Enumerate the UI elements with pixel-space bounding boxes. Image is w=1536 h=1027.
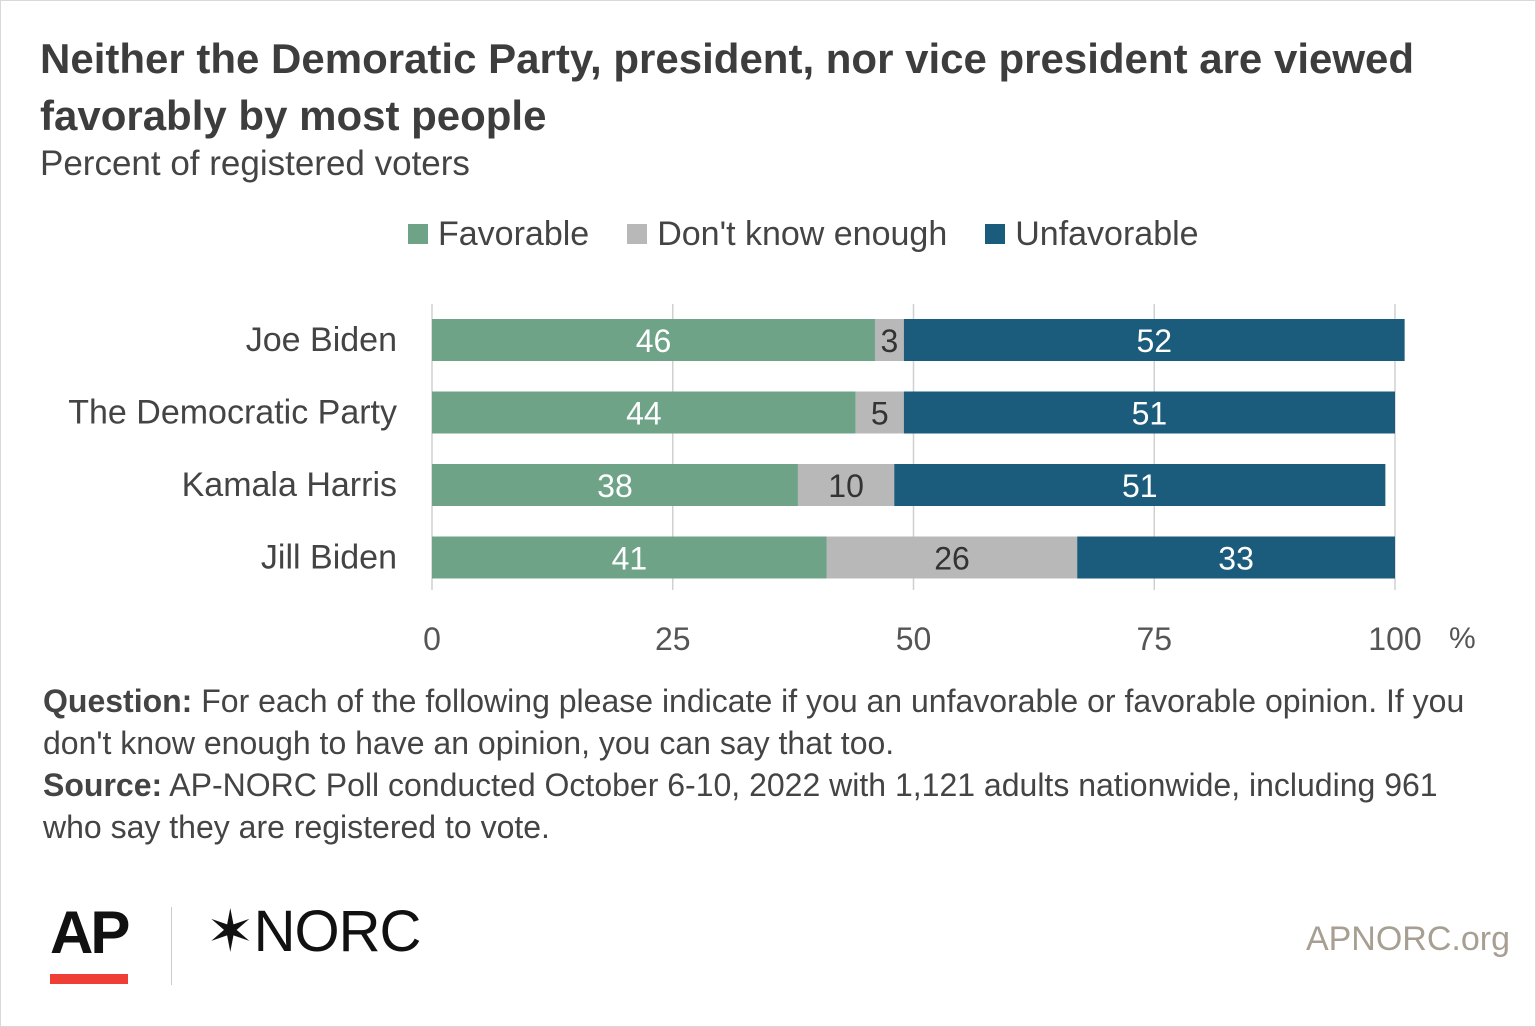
data-label: 51 [1122, 468, 1158, 504]
x-tick-label: 100 [1368, 621, 1421, 657]
bar-segment [894, 464, 1386, 506]
ap-logo: AP [50, 900, 130, 990]
bar-segment [1077, 536, 1395, 579]
bar-segment [432, 391, 856, 434]
site-url: APNORC.org [1305, 920, 1510, 958]
footnote: Question: For each of the following plea… [43, 680, 1503, 848]
legend: Favorable Don't know enough Unfavorable [408, 212, 1237, 256]
ap-logo-text: AP [50, 899, 130, 966]
x-tick-label: 75 [1136, 621, 1172, 657]
chart-title: Neither the Demoratic Party, president, … [40, 35, 1415, 139]
bar-segment [903, 319, 1405, 361]
bar-segment [432, 319, 875, 361]
bar-segment [797, 464, 895, 506]
x-tick-label: 50 [896, 621, 932, 657]
data-label: 3 [881, 323, 899, 359]
data-label: 51 [1132, 396, 1168, 432]
category-label: Kamala Harris [182, 466, 397, 504]
norc-star-icon: ✶ [206, 899, 255, 964]
x-tick-label: 0 [423, 621, 441, 657]
question-note: Question: For each of the following plea… [43, 680, 1503, 764]
bar-segment [874, 319, 904, 361]
source-note: Source: AP-NORC Poll conducted October 6… [43, 764, 1503, 848]
data-label: 26 [934, 541, 970, 577]
legend-item-favorable: Favorable [408, 215, 589, 254]
data-label: 46 [636, 323, 672, 359]
bar-segment [855, 391, 904, 434]
source-text: AP-NORC Poll conducted October 6-10, 202… [43, 767, 1438, 845]
legend-swatch-unfavorable [985, 224, 1006, 244]
x-tick-label: 25 [655, 621, 691, 657]
source-label: Source: [43, 767, 163, 803]
legend-item-unfavorable: Unfavorable [985, 214, 1199, 254]
legend-label-favorable: Favorable [438, 214, 590, 253]
bar-segment [432, 536, 827, 579]
legend-item-dont-know: Don't know enough [627, 215, 947, 254]
category-label: Jill Biden [261, 539, 397, 577]
category-label: Joe Biden [246, 321, 397, 359]
data-label: 41 [612, 541, 648, 577]
norc-logo: ✶ NORC [206, 896, 422, 966]
legend-label-dont-know: Don't know enough [657, 214, 948, 253]
bar-segment [432, 464, 798, 506]
legend-label-unfavorable: Unfavorable [1015, 214, 1199, 253]
norc-logo-text: NORC [253, 898, 422, 964]
data-label: 52 [1136, 323, 1172, 359]
question-text: For each of the following please indicat… [43, 683, 1465, 761]
data-label: 10 [828, 468, 864, 504]
logo-divider [171, 907, 172, 985]
x-axis-unit: % [1449, 622, 1476, 655]
data-label: 38 [597, 468, 633, 504]
data-label: 33 [1218, 541, 1254, 577]
category-label: The Democratic Party [68, 394, 397, 432]
legend-swatch-favorable [408, 224, 428, 244]
data-label: 5 [871, 396, 889, 432]
ap-logo-bar [50, 974, 128, 984]
data-label: 44 [626, 396, 662, 432]
chart-subtitle: Percent of registered voters [40, 144, 470, 183]
bar-segment [903, 391, 1395, 434]
legend-swatch-dont-know [627, 224, 648, 244]
question-label: Question: [43, 683, 193, 719]
stacked-bar-chart: 0 25 50 75 100 % Joe Biden 46 3 52 The Democratic … [68, 304, 1476, 657]
bar-segment [826, 536, 1078, 579]
